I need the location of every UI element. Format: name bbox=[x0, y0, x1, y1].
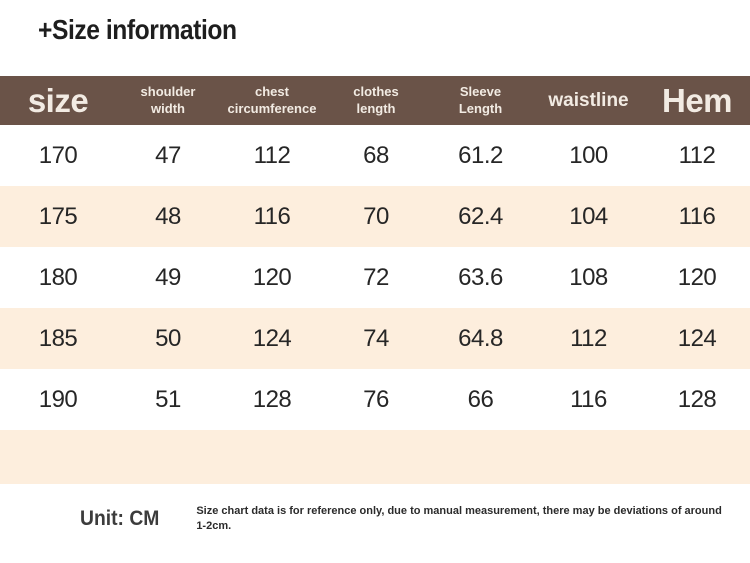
cell-clothes-length: 70 bbox=[363, 202, 389, 230]
cell-waistline: 100 bbox=[569, 141, 608, 169]
column-header-chest-circumference: chest circumference bbox=[227, 84, 317, 116]
empty-cell bbox=[0, 430, 750, 484]
cell-chest-circumference: 128 bbox=[252, 385, 292, 413]
page-header: +Size information bbox=[0, 0, 750, 76]
cell-shoulder-width: 51 bbox=[155, 385, 181, 413]
column-header-waistline: waistline bbox=[548, 89, 629, 111]
cell-chest-circumference: 120 bbox=[252, 263, 292, 291]
cell-sleeve-length: 63.6 bbox=[458, 263, 503, 291]
cell-chest-circumference: 124 bbox=[252, 324, 292, 352]
column-header-clothes-length: clothes length bbox=[353, 84, 399, 116]
cell-hem: 112 bbox=[678, 141, 716, 169]
cell-size: 170 bbox=[38, 141, 78, 169]
cell-shoulder-width: 48 bbox=[155, 202, 181, 230]
empty-row bbox=[0, 430, 750, 484]
cell-sleeve-length: 61.2 bbox=[458, 141, 503, 169]
cell-size: 190 bbox=[38, 385, 78, 413]
cell-waistline: 108 bbox=[569, 263, 608, 291]
cell-sleeve-length: 66 bbox=[467, 385, 494, 413]
column-header-sleeve-length: Sleeve Length bbox=[458, 84, 503, 116]
cell-sleeve-length: 64.8 bbox=[458, 324, 503, 352]
page-title: +Size information bbox=[38, 14, 237, 45]
column-header-shoulder-width: shoulder width bbox=[140, 84, 196, 116]
cell-shoulder-width: 47 bbox=[155, 141, 181, 169]
table-row-size-190: 190 51 128 76 66 116 128 bbox=[0, 369, 750, 430]
table-row-size-175: 175 48 116 70 62.4 104 116 bbox=[0, 186, 750, 247]
cell-waistline: 112 bbox=[570, 324, 607, 352]
disclaimer-text: Size chart data is for reference only, d… bbox=[196, 505, 722, 532]
cell-size: 185 bbox=[38, 324, 78, 352]
column-header-hem: Hem bbox=[661, 81, 733, 119]
cell-size: 180 bbox=[38, 263, 78, 291]
cell-sleeve-length: 62.4 bbox=[458, 202, 503, 230]
cell-hem: 128 bbox=[677, 385, 717, 413]
cell-size: 175 bbox=[38, 202, 78, 230]
cell-chest-circumference: 112 bbox=[253, 141, 291, 169]
cell-waistline: 104 bbox=[569, 202, 608, 230]
footer: Unit: CM Size chart data is for referenc… bbox=[0, 484, 750, 563]
cell-clothes-length: 72 bbox=[363, 263, 389, 291]
cell-hem: 124 bbox=[677, 324, 717, 352]
cell-hem: 116 bbox=[678, 202, 716, 230]
table-row-size-185: 185 50 124 74 64.8 112 124 bbox=[0, 308, 750, 369]
table-row-size-180: 180 49 120 72 63.6 108 120 bbox=[0, 247, 750, 308]
size-table: size shoulder width chest circumference … bbox=[0, 76, 750, 484]
cell-clothes-length: 74 bbox=[363, 324, 389, 352]
column-header-size: size bbox=[27, 81, 89, 119]
cell-chest-circumference: 116 bbox=[253, 202, 291, 230]
cell-hem: 120 bbox=[677, 263, 717, 291]
cell-clothes-length: 76 bbox=[363, 385, 389, 413]
cell-shoulder-width: 50 bbox=[155, 324, 181, 352]
table-row-size-170: 170 47 112 68 61.2 100 112 bbox=[0, 125, 750, 186]
header-row: size shoulder width chest circumference … bbox=[0, 76, 750, 125]
unit-label: Unit: CM bbox=[80, 506, 160, 530]
cell-waistline: 116 bbox=[570, 385, 607, 413]
cell-clothes-length: 68 bbox=[363, 141, 389, 169]
cell-shoulder-width: 49 bbox=[155, 263, 181, 291]
